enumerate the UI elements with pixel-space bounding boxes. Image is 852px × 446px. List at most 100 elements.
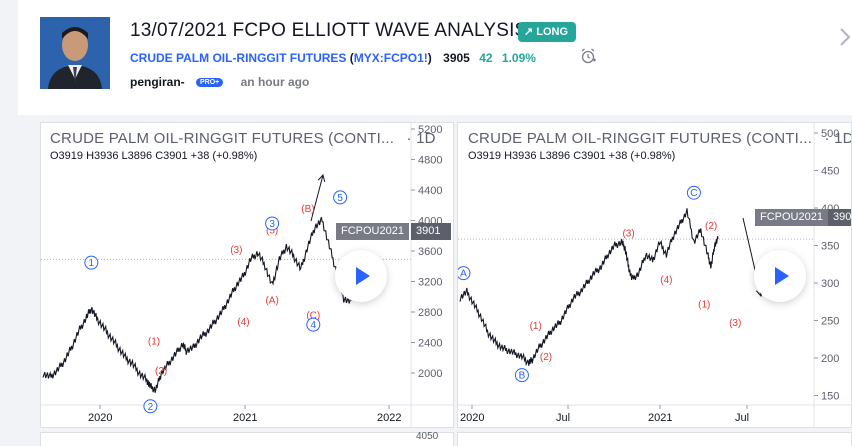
author-avatar[interactable] — [40, 17, 110, 89]
y-tick-label: 4800 — [418, 155, 442, 167]
ohlc-readout-left: O3919 H3936 L3896 C3901 +38 (+0.98%) — [50, 150, 258, 162]
price-tag-label-right: FCPOU2021 — [755, 209, 828, 226]
x-tick-label: 2020 — [88, 412, 112, 424]
idea-title: 13/07/2021 FCPO ELLIOTT WAVE ANALYSIS — [130, 20, 528, 41]
wave-label: B — [519, 371, 526, 382]
wave-label-circle — [333, 190, 348, 205]
chart-interval-value: 1D — [834, 130, 852, 147]
author-line: pengiran- PRO+ an hour ago — [130, 75, 309, 89]
symbol-change-pct: 1.09% — [501, 51, 536, 65]
y-tick-label: 300 — [821, 278, 839, 290]
wave-label: 2 — [148, 402, 154, 413]
wave-label: (2) — [540, 352, 552, 363]
chart-title-text: CRUDE PALM OIL-RINGGIT FUTURES (CONTI... — [50, 130, 395, 147]
chart-title-right: CRUDE PALM OIL-RINGGIT FUTURES (CONTI...… — [468, 130, 852, 147]
pro-plus-badge: PRO+ — [196, 78, 224, 88]
wave-label: (4) — [237, 317, 249, 328]
wave-label: (C) — [306, 310, 320, 321]
wave-label-circle — [265, 216, 280, 231]
y-tick-label: 250 — [821, 316, 839, 328]
wave-label: (4) — [660, 275, 672, 286]
wave-label-circle — [306, 317, 321, 332]
y-tick-label: 350 — [821, 241, 839, 253]
next-chart-panel-right[interactable] — [457, 432, 852, 446]
wave-label: (2) — [155, 366, 167, 377]
wave-label-circle — [143, 399, 158, 414]
wave-label: (2) — [705, 221, 717, 232]
chart-interval-value: 1D — [416, 130, 436, 147]
y-tick-label: 2400 — [418, 338, 442, 350]
price-series-line — [42, 216, 373, 393]
symbol-ticker-link[interactable]: MYX:FCPO1! — [353, 51, 428, 65]
wave-label: 4 — [311, 320, 317, 331]
wave-label: (A) — [265, 295, 278, 306]
wave-label: (3) — [729, 318, 741, 329]
wave-label: (5) — [266, 226, 278, 237]
y-tick-label: 2800 — [418, 307, 442, 319]
wave-label: (1) — [530, 321, 542, 332]
symbol-name-link[interactable]: CRUDE PALM OIL-RINGGIT FUTURES — [130, 51, 347, 65]
symbol-price: 3905 — [443, 51, 470, 65]
symbol-change: 42 — [479, 51, 493, 65]
y-tick-label: 4400 — [418, 185, 442, 197]
ohlc-readout-right: O3919 H3936 L3896 C3901 +38 (+0.98%) — [468, 150, 676, 162]
chart-title-left: CRUDE PALM OIL-RINGGIT FUTURES (CONTI...… — [50, 130, 436, 147]
chart-panel-right[interactable]: 5004504003503002502001502020Jul2021JulA(… — [457, 122, 852, 428]
wave-label: (1) — [148, 336, 160, 347]
wave-label: 3 — [269, 219, 275, 230]
wave-label: (B) — [301, 204, 314, 215]
chart-panel-left[interactable]: 5200 4800 4400 4000 3600 3200 2800 2400 2000 2020… — [40, 122, 454, 428]
left-edge — [0, 0, 18, 446]
alarm-clock-icon[interactable] — [580, 47, 598, 65]
wave-label: C — [690, 188, 697, 199]
chevron-right-icon[interactable] — [838, 26, 852, 48]
y-tick-label: 150 — [821, 391, 839, 403]
symbol-paren-open: ( — [349, 51, 354, 65]
wave-label: A — [460, 269, 467, 280]
y-tick-label: 3200 — [418, 277, 442, 289]
wave-label-circle — [458, 266, 471, 281]
symbol-line: CRUDE PALM OIL-RINGGIT FUTURES (MYX:FCPO… — [130, 51, 536, 65]
wave-label: (3) — [230, 245, 242, 256]
y-tick-label: 5200 — [418, 124, 442, 136]
x-tick-label: 2021 — [233, 412, 257, 424]
price-tag-value-right: 390 — [828, 209, 851, 226]
wave-label-circle — [686, 185, 701, 200]
chart-interval: · — [406, 130, 417, 147]
chart-title-text: CRUDE PALM OIL-RINGGIT FUTURES (CONTI... — [468, 130, 813, 147]
post-time: an hour ago — [240, 75, 310, 89]
y-tick-label: 200 — [821, 353, 839, 365]
wave-label: (3) — [622, 228, 634, 239]
play-button-right[interactable] — [754, 250, 806, 302]
y-tick-label: 500 — [821, 128, 839, 140]
wave-label: 1 — [89, 258, 95, 269]
long-badge: ↗ LONG — [518, 22, 577, 42]
price-series-line — [459, 208, 719, 367]
arrow-up-right-icon: ↗ — [524, 26, 534, 38]
x-tick-label: 2020 — [460, 412, 484, 424]
y-tick-label: 3600 — [418, 246, 442, 258]
badge-label: LONG — [536, 26, 569, 38]
chart-svg-left: 5200480044004000360032002800240020002020… — [41, 123, 453, 427]
partial-y-tick: 4050 — [416, 431, 439, 442]
x-tick-label: 2022 — [377, 412, 401, 424]
author-name-link[interactable]: pengiran- — [130, 75, 185, 89]
price-tag-value-left: 3901 — [411, 223, 451, 240]
next-chart-panel-left[interactable]: 4050 — [40, 431, 454, 446]
wave-label-circle — [84, 255, 99, 270]
projection-arrowhead — [317, 173, 326, 182]
idea-header — [18, 0, 852, 115]
wave-label: 5 — [337, 193, 343, 204]
y-tick-label: 450 — [821, 166, 839, 178]
play-button-left[interactable] — [335, 250, 387, 302]
chart-svg-right: 5004504003503002502001502020Jul2021JulA(… — [458, 123, 851, 427]
price-tag-label-left: FCPOU2021 — [336, 223, 409, 240]
wave-label-circle — [514, 368, 529, 383]
x-tick-label: Jul — [556, 412, 570, 424]
symbol-paren-close: ) — [427, 51, 432, 65]
chart-interval: · — [824, 130, 835, 147]
y-tick-label: 2000 — [418, 368, 442, 380]
x-tick-label: 2021 — [648, 412, 672, 424]
wave-label: (1) — [698, 300, 710, 311]
